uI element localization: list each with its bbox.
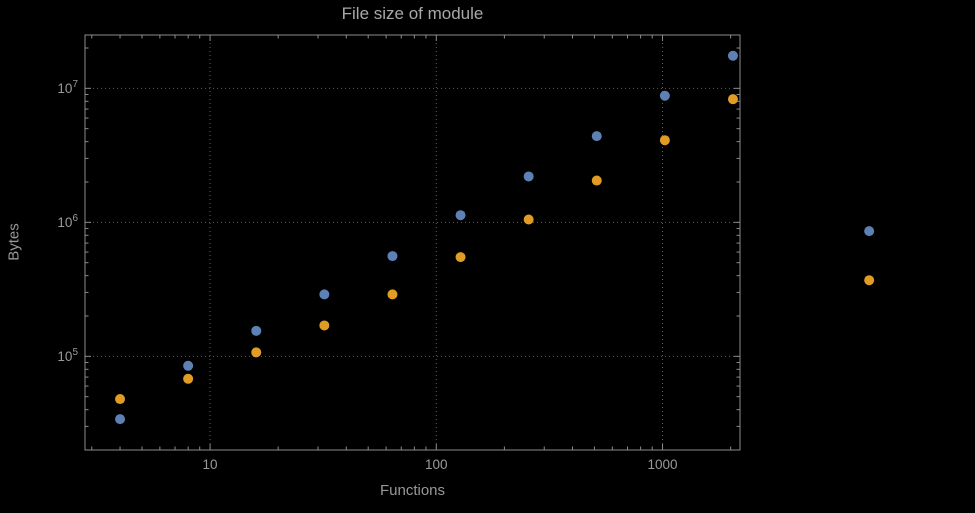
data-point	[523, 214, 534, 225]
y-tick-label: 107	[57, 79, 78, 96]
grid-lines	[85, 35, 740, 450]
data-point	[591, 175, 602, 186]
data-point	[251, 325, 262, 336]
axis-ticks	[85, 35, 740, 451]
y-tick-labels: 105 106 107	[57, 79, 78, 364]
data-point	[115, 394, 126, 405]
x-tick-label: 100	[425, 457, 448, 472]
data-point	[864, 226, 875, 237]
data-point	[387, 251, 398, 262]
data-point	[183, 373, 194, 384]
x-tick-label: 10	[203, 457, 218, 472]
series-1-blue-points	[115, 50, 875, 425]
y-tick-label: 106	[57, 213, 78, 230]
x-tick-labels: 10 100 1000	[203, 457, 678, 472]
data-point	[523, 171, 534, 182]
data-point	[455, 252, 466, 263]
data-point	[319, 289, 330, 300]
x-tick-label: 1000	[648, 457, 678, 472]
data-point	[251, 347, 262, 358]
data-point	[659, 135, 670, 146]
data-point	[183, 360, 194, 371]
data-point	[455, 210, 466, 221]
plot-title: File size of module	[341, 4, 484, 23]
data-point	[387, 289, 398, 300]
plot-frame	[84, 34, 741, 451]
data-point	[864, 275, 875, 286]
data-point	[659, 90, 670, 101]
y-tick-label: 105	[57, 347, 78, 364]
x-axis-label: Functions	[379, 482, 446, 499]
data-point	[727, 94, 738, 105]
data-point	[319, 320, 330, 331]
series-2-orange-points	[115, 94, 875, 405]
data-point	[115, 414, 126, 425]
data-point	[591, 131, 602, 142]
data-point	[727, 50, 738, 61]
